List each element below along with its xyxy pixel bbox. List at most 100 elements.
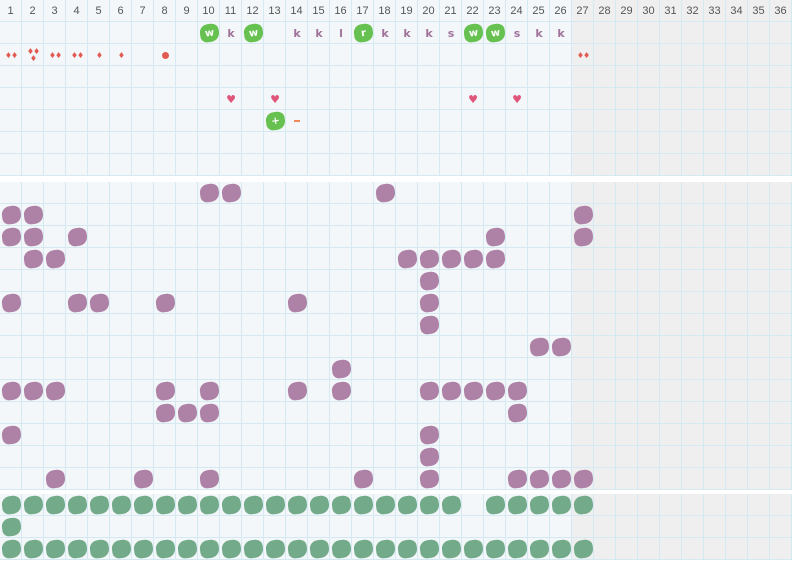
- column-header[interactable]: 18: [374, 0, 396, 22]
- column-header[interactable]: 33: [704, 0, 726, 22]
- grid-cell[interactable]: [374, 446, 396, 468]
- grid-cell[interactable]: [748, 494, 770, 516]
- grid-cell[interactable]: [550, 314, 572, 336]
- grid-cell[interactable]: [264, 22, 286, 44]
- filled-cell[interactable]: [22, 204, 44, 226]
- filled-cell[interactable]: [484, 248, 506, 270]
- filled-cell[interactable]: [176, 402, 198, 424]
- grid-cell[interactable]: [308, 154, 330, 176]
- grid-cell[interactable]: [88, 336, 110, 358]
- grid-cell[interactable]: [440, 358, 462, 380]
- filled-cell[interactable]: [44, 494, 66, 516]
- grid-cell[interactable]: [374, 132, 396, 154]
- grid-cell[interactable]: [572, 314, 594, 336]
- green-blob-mark[interactable]: r: [352, 22, 374, 44]
- column-header[interactable]: 36: [770, 0, 792, 22]
- grid-cell[interactable]: [594, 446, 616, 468]
- column-header[interactable]: 19: [396, 0, 418, 22]
- grid-cell[interactable]: [572, 182, 594, 204]
- grid-cell[interactable]: [638, 154, 660, 176]
- column-header[interactable]: 2: [22, 0, 44, 22]
- grid-cell[interactable]: [374, 22, 396, 44]
- column-header[interactable]: 13: [264, 0, 286, 22]
- grid-cell[interactable]: [396, 424, 418, 446]
- grid-cell[interactable]: [176, 314, 198, 336]
- grid-cell[interactable]: [616, 538, 638, 560]
- grid-cell[interactable]: [264, 468, 286, 490]
- grid-cell[interactable]: [550, 270, 572, 292]
- grid-cell[interactable]: [726, 516, 748, 538]
- grid-cell[interactable]: [638, 314, 660, 336]
- grid-cell[interactable]: [88, 22, 110, 44]
- grid-cell[interactable]: [682, 336, 704, 358]
- filled-cell[interactable]: [308, 538, 330, 560]
- grid-cell[interactable]: [770, 154, 792, 176]
- grid-cell[interactable]: [528, 402, 550, 424]
- grid-cell[interactable]: [550, 22, 572, 44]
- grid-cell[interactable]: [726, 182, 748, 204]
- grid-cell[interactable]: [748, 248, 770, 270]
- grid-cell[interactable]: [528, 314, 550, 336]
- grid-cell[interactable]: [110, 468, 132, 490]
- grid-cell[interactable]: [594, 204, 616, 226]
- grid-cell[interactable]: [308, 110, 330, 132]
- grid-cell[interactable]: [374, 314, 396, 336]
- grid-cell[interactable]: [528, 516, 550, 538]
- grid-cell[interactable]: [528, 44, 550, 66]
- grid-cell[interactable]: [220, 22, 242, 44]
- grid-cell[interactable]: [550, 154, 572, 176]
- filled-cell[interactable]: [528, 538, 550, 560]
- grid-cell[interactable]: [330, 292, 352, 314]
- grid-cell[interactable]: [154, 336, 176, 358]
- grid-cell[interactable]: [528, 204, 550, 226]
- grid-cell[interactable]: [638, 132, 660, 154]
- grid-cell[interactable]: [726, 336, 748, 358]
- grid-cell[interactable]: [462, 402, 484, 424]
- grid-cell[interactable]: [682, 380, 704, 402]
- grid-cell[interactable]: [110, 154, 132, 176]
- grid-cell[interactable]: [528, 358, 550, 380]
- grid-cell[interactable]: [132, 182, 154, 204]
- grid-cell[interactable]: [88, 380, 110, 402]
- grid-cell[interactable]: [110, 22, 132, 44]
- grid-cell[interactable]: [176, 44, 198, 66]
- filled-cell[interactable]: [330, 380, 352, 402]
- grid-cell[interactable]: [440, 314, 462, 336]
- grid-cell[interactable]: [44, 110, 66, 132]
- grid-cell[interactable]: [638, 380, 660, 402]
- grid-cell[interactable]: [660, 292, 682, 314]
- filled-cell[interactable]: [154, 402, 176, 424]
- grid-cell[interactable]: [0, 314, 22, 336]
- grid-cell[interactable]: [484, 358, 506, 380]
- filled-cell[interactable]: [418, 270, 440, 292]
- grid-cell[interactable]: [572, 424, 594, 446]
- grid-cell[interactable]: [0, 154, 22, 176]
- grid-cell[interactable]: [154, 270, 176, 292]
- grid-cell[interactable]: [352, 44, 374, 66]
- grid-cell[interactable]: [572, 380, 594, 402]
- grid-cell[interactable]: [748, 110, 770, 132]
- grid-cell[interactable]: [484, 204, 506, 226]
- grid-cell[interactable]: [66, 110, 88, 132]
- letter-mark[interactable]: s: [440, 22, 462, 44]
- grid-cell[interactable]: [352, 66, 374, 88]
- grid-cell[interactable]: [132, 516, 154, 538]
- grid-cell[interactable]: [374, 44, 396, 66]
- filled-cell[interactable]: [88, 538, 110, 560]
- grid-cell[interactable]: [682, 248, 704, 270]
- grid-cell[interactable]: [330, 154, 352, 176]
- grid-cell[interactable]: [132, 22, 154, 44]
- grid-cell[interactable]: [110, 182, 132, 204]
- grid-cell[interactable]: [0, 358, 22, 380]
- grid-cell[interactable]: [638, 516, 660, 538]
- filled-cell[interactable]: [418, 380, 440, 402]
- grid-cell[interactable]: [770, 446, 792, 468]
- grid-cell[interactable]: [770, 66, 792, 88]
- grid-cell[interactable]: [770, 424, 792, 446]
- grid-cell[interactable]: [484, 132, 506, 154]
- grid-cell[interactable]: [638, 494, 660, 516]
- grid-cell[interactable]: [682, 446, 704, 468]
- grid-cell[interactable]: [286, 132, 308, 154]
- green-blob-badge[interactable]: r: [352, 22, 374, 44]
- filled-cell[interactable]: [0, 292, 22, 314]
